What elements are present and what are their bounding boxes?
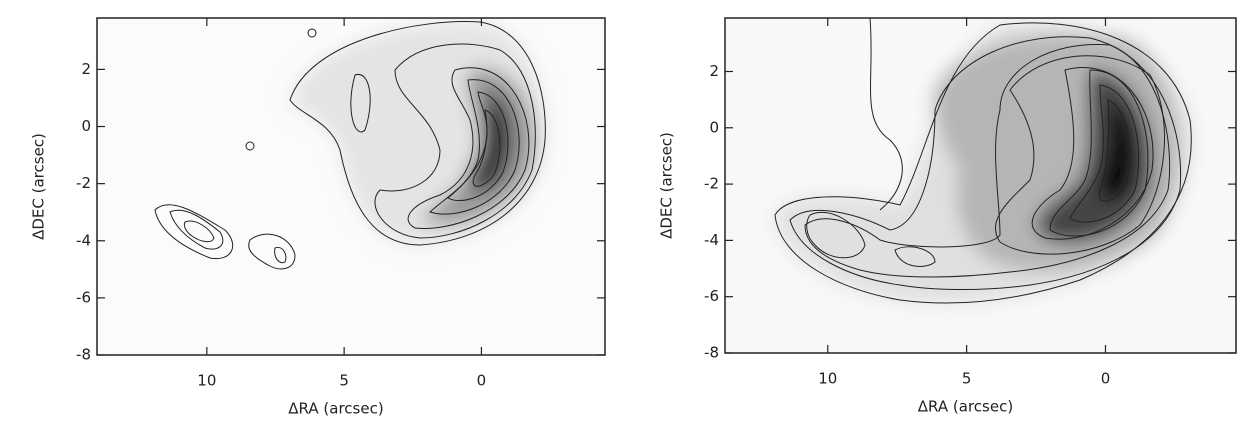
y-tick-label: -2	[704, 175, 719, 193]
plot-frame	[96, 17, 606, 356]
x-tick-label: 0	[1101, 370, 1111, 388]
y-tick-label: 0	[81, 117, 91, 135]
x-tick-label: 5	[962, 370, 972, 388]
x-axis-label: ΔRA (arcsec)	[918, 398, 1013, 416]
axes: 10 5 0 -8 -6 -4 -2 0 2 ΔRA (arcsec) ΔDEC (arcsec) 1…	[30, 17, 1237, 418]
y-tick-label: 0	[709, 118, 719, 136]
plot-frame	[724, 17, 1237, 354]
left-image	[97, 18, 605, 355]
y-tick-label: -8	[76, 346, 91, 364]
x-tick-label: 0	[477, 372, 487, 390]
right-image	[725, 18, 1236, 353]
y-axis-label: ΔDEC (arcsec)	[658, 132, 676, 239]
x-tick-label: 10	[197, 372, 216, 390]
y-tick-label: -8	[704, 344, 719, 362]
x-tick-label: 10	[818, 370, 837, 388]
x-axis-label: ΔRA (arcsec)	[288, 400, 383, 418]
y-tick-label: -6	[704, 287, 719, 305]
y-axis-label: ΔDEC (arcsec)	[30, 133, 48, 240]
y-tick-label: -6	[76, 288, 91, 306]
y-tick-label: 2	[81, 60, 91, 78]
y-tick-label: -4	[704, 231, 719, 249]
y-tick-label: 2	[709, 62, 719, 80]
y-tick-label: -4	[76, 231, 91, 249]
x-tick-label: 5	[339, 372, 349, 390]
contours	[774, 18, 1192, 304]
y-tick-label: -2	[76, 174, 91, 192]
contours	[154, 21, 546, 270]
